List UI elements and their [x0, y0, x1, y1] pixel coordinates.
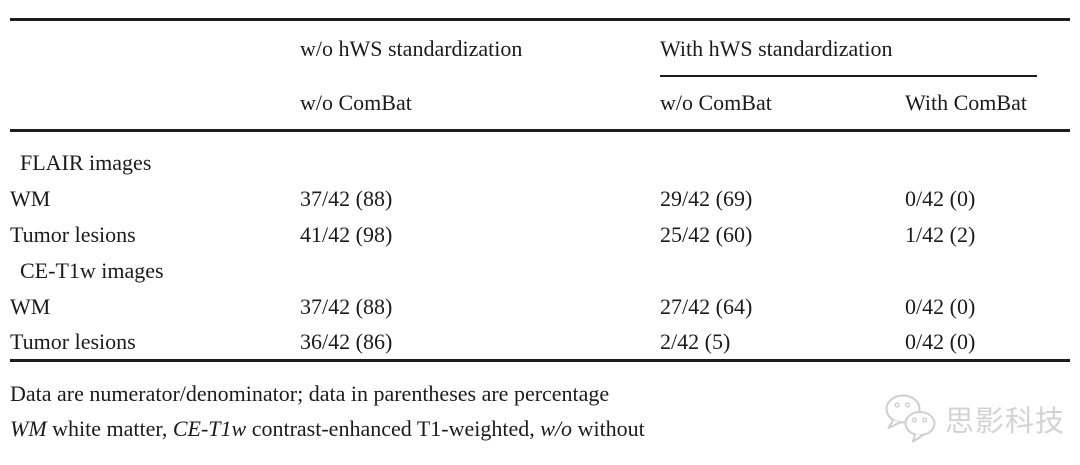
- results-table: w/o hWS standardization With hWS standar…: [10, 18, 1071, 362]
- section-label: FLAIR images: [20, 150, 152, 176]
- value-cell: 36/42 (86): [300, 328, 393, 354]
- footnote-line-1: Data are numerator/denominator; data in …: [10, 381, 610, 406]
- table-row: WM 37/42 (88) 27/42 (64) 0/42 (0): [10, 289, 1070, 325]
- group-header-label: With hWS standardization: [660, 35, 893, 61]
- empty-header-cell: [10, 76, 300, 132]
- row-label: Tumor lesions: [10, 328, 136, 354]
- row-label: WM: [10, 293, 51, 319]
- group-header-underline: [660, 74, 1038, 77]
- watermark-text: 思影科技: [945, 406, 1066, 438]
- value-cell: 29/42 (69): [660, 185, 753, 211]
- value-cell: 37/42 (88): [300, 293, 393, 319]
- subheader-with-combat: With ComBat: [905, 76, 1071, 132]
- footnote-abbrev: WM: [10, 416, 47, 441]
- empty-header-cell: [10, 20, 300, 77]
- footnote-line-2: WM white matter, CE-T1w contrast-enhance…: [10, 411, 645, 446]
- column-group-header-row: w/o hWS standardization With hWS standar…: [10, 20, 1070, 77]
- footnote-text: contrast-enhanced T1-weighted,: [246, 416, 541, 441]
- value-cell: 37/42 (88): [300, 185, 393, 211]
- value-cell: 1/42 (2): [905, 221, 976, 247]
- subheader-wo-combat-2: w/o ComBat: [660, 76, 905, 132]
- column-subheader-row: w/o ComBat w/o ComBat With ComBat: [10, 76, 1071, 132]
- section-header-row: FLAIR images: [10, 131, 1070, 181]
- section-label: CE-T1w images: [20, 257, 164, 283]
- group-header-with-hws: With hWS standardization: [660, 20, 1070, 77]
- row-label: WM: [10, 185, 51, 211]
- table-footnotes: Data are numerator/denominator; data in …: [10, 376, 645, 446]
- footnote-abbrev: CE-T1w: [172, 416, 247, 441]
- value-cell: 0/42 (0): [905, 328, 976, 354]
- group-header-label: w/o hWS standardization: [300, 35, 523, 61]
- watermark: 思影科技: [882, 392, 1065, 446]
- value-cell: 27/42 (64): [660, 293, 753, 319]
- row-label: Tumor lesions: [10, 221, 136, 247]
- table-row: Tumor lesions 41/42 (98) 25/42 (60) 1/42…: [10, 217, 1070, 253]
- footnote-text: without: [572, 416, 645, 441]
- value-cell: 41/42 (98): [300, 221, 393, 247]
- table-row: WM 37/42 (88) 29/42 (69) 0/42 (0): [10, 181, 1070, 217]
- footnote-text: white matter,: [46, 416, 173, 441]
- footnote-abbrev: w/o: [540, 416, 573, 441]
- subheader-wo-combat-1: w/o ComBat: [300, 76, 660, 132]
- wechat-chat-bubbles-icon: [885, 394, 936, 443]
- value-cell: 25/42 (60): [660, 221, 753, 247]
- value-cell: 2/42 (5): [660, 328, 731, 354]
- value-cell: 0/42 (0): [905, 293, 976, 319]
- section-header-row: CE-T1w images: [10, 253, 1070, 289]
- value-cell: 0/42 (0): [905, 185, 976, 211]
- group-header-wo-hws: w/o hWS standardization: [300, 20, 660, 77]
- table-row: Tumor lesions 36/42 (86) 2/42 (5) 0/42 (…: [10, 325, 1070, 361]
